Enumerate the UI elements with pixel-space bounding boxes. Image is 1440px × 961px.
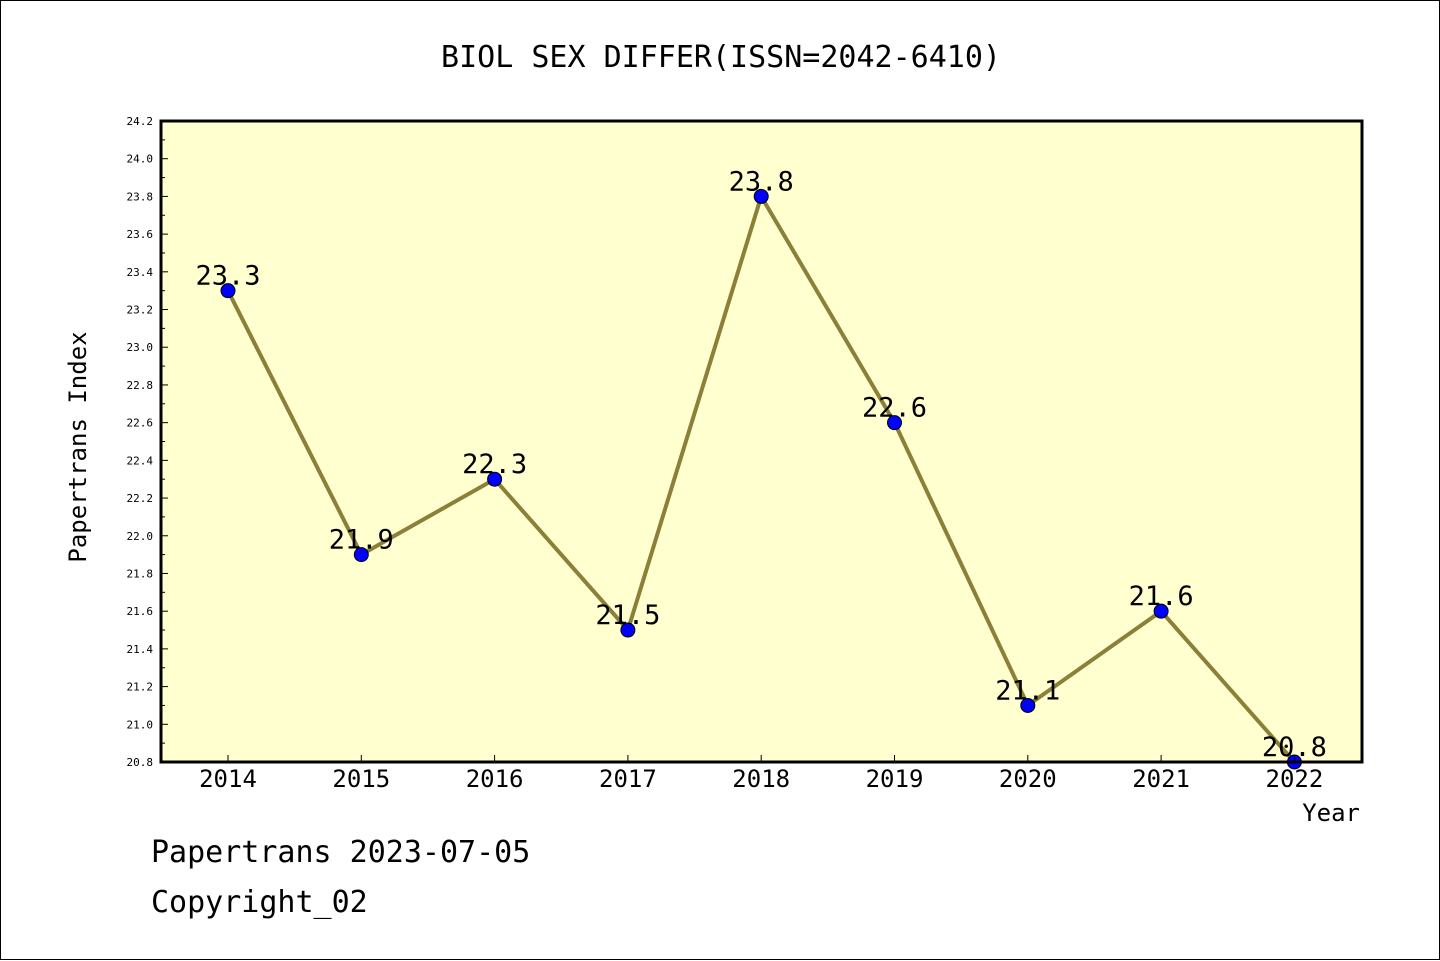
y-tick-label: 23.8 [127, 190, 154, 203]
footer-date: Papertrans 2023-07-05 [151, 835, 531, 870]
data-point [353, 547, 369, 563]
data-label: 21.9 [329, 525, 394, 556]
x-tick-label: 2022 [1266, 765, 1324, 793]
y-tick-label: 23.2 [127, 304, 154, 317]
x-tick-labels: 2014 2015 2016 2017 2018 2019 2020 2021 2022 [199, 755, 1323, 793]
x-axis-label: Year [1302, 799, 1360, 827]
x-tick-label: 2017 [599, 765, 657, 793]
data-point [487, 471, 503, 487]
data-label: 21.1 [995, 675, 1060, 706]
data-point [620, 622, 636, 638]
x-tick-label: 2016 [466, 765, 524, 793]
x-tick-label: 2018 [732, 765, 790, 793]
x-tick-label: 2020 [999, 765, 1057, 793]
x-tick-label: 2014 [199, 765, 257, 793]
y-ticks: 20.8 21.0 21.2 21.4 21.6 21.8 22.0 22.2 22.4 22.6… [127, 115, 168, 769]
x-tick-label: 2015 [332, 765, 390, 793]
y-tick-label: 21.2 [127, 681, 154, 694]
y-tick-label: 24.0 [127, 153, 154, 166]
data-label: 22.6 [862, 393, 927, 424]
x-tick-label: 2019 [866, 765, 924, 793]
x-tick-label: 2021 [1132, 765, 1190, 793]
y-tick-label: 23.6 [127, 228, 154, 241]
data-label: 21.5 [595, 600, 660, 631]
y-tick-label: 22.6 [127, 417, 154, 430]
data-point [220, 283, 236, 299]
plot-frame [159, 119, 1364, 764]
data-label: 23.3 [195, 261, 260, 292]
y-tick-label: 23.0 [127, 341, 154, 354]
y-tick-label: 23.4 [127, 266, 154, 279]
y-tick-label: 20.8 [127, 756, 154, 769]
y-tick-label: 21.6 [127, 605, 154, 618]
data-labels: 23.321.922.321.523.822.621.121.620.8 [195, 166, 1326, 763]
data-point [753, 188, 769, 204]
y-tick-label: 22.4 [127, 454, 154, 467]
y-tick-label: 22.0 [127, 530, 154, 543]
y-tick-label: 21.4 [127, 643, 154, 656]
data-label: 21.6 [1129, 581, 1194, 612]
chart-title: BIOL SEX DIFFER(ISSN=2042-6410) [441, 40, 1001, 75]
y-tick-label: 24.2 [127, 115, 154, 128]
y-tick-label: 22.2 [127, 492, 154, 505]
data-points [220, 188, 1302, 770]
data-label: 22.3 [462, 449, 527, 480]
y-axis-label: Papertrans Index [64, 331, 92, 562]
y-tick-label: 21.8 [127, 567, 154, 580]
data-point [887, 415, 902, 431]
y-tick-label: 22.8 [127, 379, 154, 392]
y-tick-label: 21.0 [127, 718, 154, 731]
footer-copyright: Copyright_02 [151, 885, 368, 920]
data-point [1020, 697, 1036, 713]
plot-area [161, 121, 1362, 762]
data-point [1153, 603, 1169, 619]
data-label: 23.8 [729, 166, 794, 197]
